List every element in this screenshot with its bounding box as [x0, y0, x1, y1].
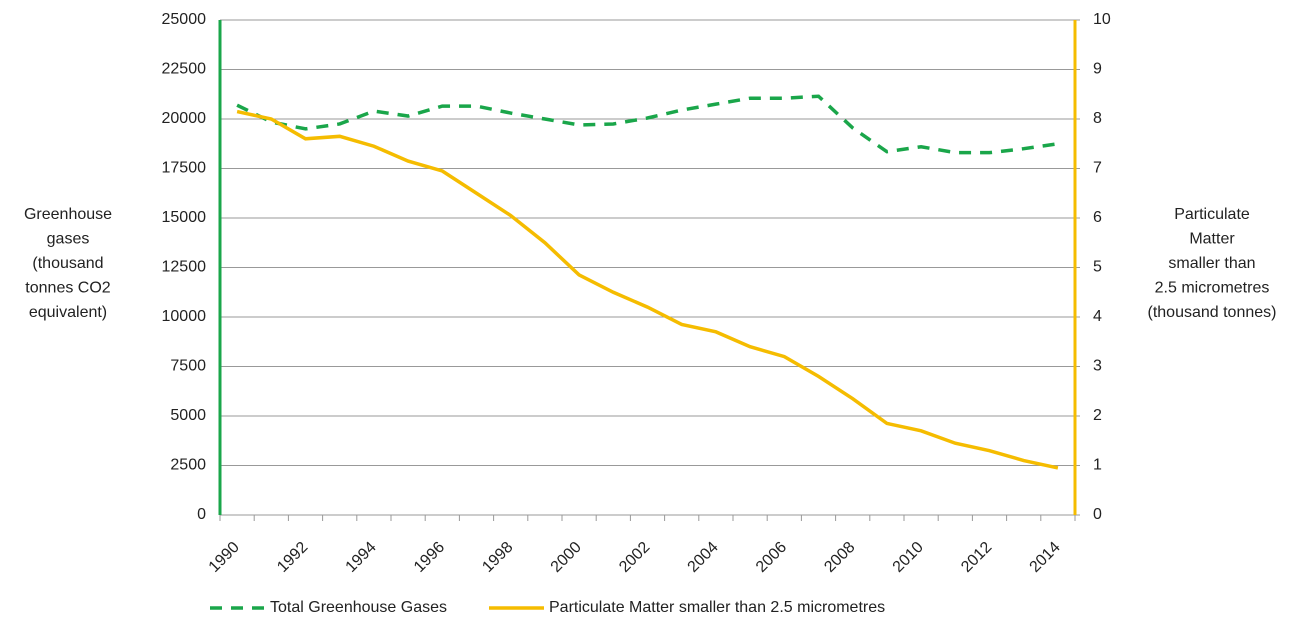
- y2-axis-label: Matter: [1189, 231, 1235, 248]
- x-tick-label: 2002: [616, 539, 653, 576]
- y-tick-label: 2500: [170, 457, 206, 474]
- y2-axis-label: smaller than: [1168, 255, 1255, 272]
- y-axis-label: (thousand: [32, 255, 103, 272]
- y2-tick-label: 5: [1093, 259, 1102, 276]
- y2-axis-label: (thousand tonnes): [1148, 304, 1277, 321]
- y-tick-label: 10000: [162, 308, 207, 325]
- x-tick-label: 2000: [548, 539, 585, 576]
- x-tick-label: 2014: [1027, 539, 1064, 576]
- y-tick-label: 5000: [170, 407, 206, 424]
- x-tick-label: 2012: [958, 539, 995, 576]
- y-tick-label: 0: [197, 506, 206, 523]
- x-tick-label: 1996: [411, 539, 448, 576]
- y-axis-label: equivalent): [29, 304, 107, 321]
- y2-tick-label: 7: [1093, 160, 1102, 177]
- series-line: [236, 94, 1059, 155]
- y2-tick-label: 4: [1093, 308, 1102, 325]
- y-tick-label: 22500: [162, 61, 207, 78]
- series-line: [236, 109, 1059, 470]
- y2-tick-label: 8: [1093, 110, 1102, 127]
- y-tick-label: 17500: [162, 160, 207, 177]
- y-axis-label: Greenhouse: [24, 206, 112, 223]
- y-tick-label: 7500: [170, 358, 206, 375]
- x-tick-label: 1992: [274, 539, 311, 576]
- y-axis-label: gases: [47, 231, 90, 248]
- y-tick-label: 12500: [162, 259, 207, 276]
- y-tick-label: 20000: [162, 110, 207, 127]
- x-tick-label: 2006: [753, 539, 790, 576]
- y-tick-label: 15000: [162, 209, 207, 226]
- x-tick-label: 2004: [685, 539, 722, 576]
- y-axis-label: tonnes CO2: [25, 280, 110, 297]
- y2-tick-label: 1: [1093, 457, 1102, 474]
- x-tick-label: 1990: [206, 539, 243, 576]
- x-tick-label: 2008: [821, 539, 858, 576]
- y2-tick-label: 10: [1093, 11, 1111, 28]
- y2-tick-label: 0: [1093, 506, 1102, 523]
- y2-tick-label: 9: [1093, 61, 1102, 78]
- legend-label: Particulate Matter smaller than 2.5 micr…: [549, 599, 885, 616]
- y2-axis-label: 2.5 micrometres: [1155, 280, 1270, 297]
- x-tick-label: 2010: [890, 539, 927, 576]
- y2-tick-label: 2: [1093, 407, 1102, 424]
- y2-tick-label: 6: [1093, 209, 1102, 226]
- y2-tick-label: 3: [1093, 358, 1102, 375]
- x-tick-label: 1994: [343, 539, 380, 576]
- legend-label: Total Greenhouse Gases: [270, 599, 447, 616]
- y-tick-label: 25000: [162, 11, 207, 28]
- y2-axis-label: Particulate: [1174, 206, 1250, 223]
- x-tick-label: 1998: [479, 539, 516, 576]
